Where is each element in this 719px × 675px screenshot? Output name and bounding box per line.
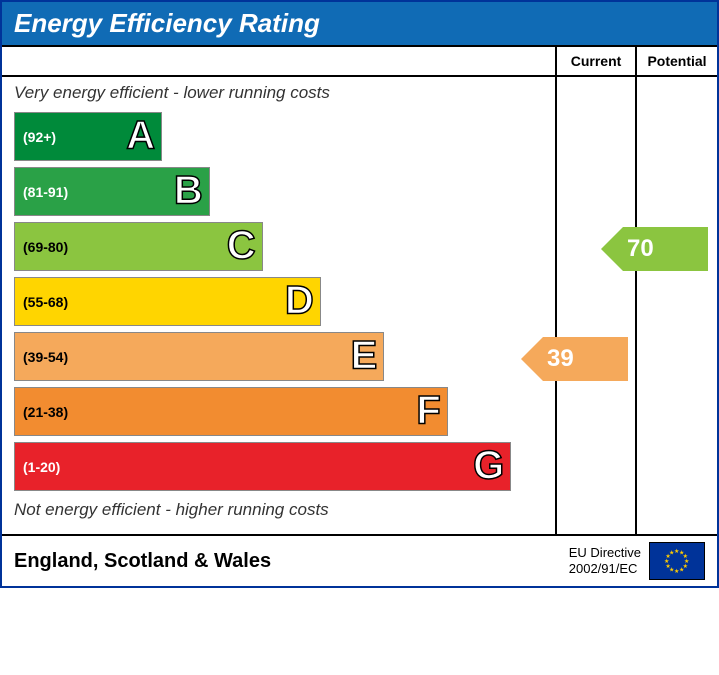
- band-row-b: (81-91) B: [14, 164, 543, 219]
- bands-area: (92+) A (81-91) B (69-80) C (55-68) D (39-54) E (2…: [2, 109, 555, 494]
- bands-column: Very energy efficient - lower running co…: [2, 47, 557, 534]
- note-inefficient: Not energy efficient - higher running co…: [2, 494, 555, 526]
- band-bar-f: (21-38) F: [14, 387, 448, 436]
- band-bar-e: (39-54) E: [14, 332, 384, 381]
- band-range: (69-80): [15, 239, 68, 255]
- current-column: Current 39: [557, 47, 637, 534]
- band-letter: A: [126, 113, 155, 158]
- band-range: (1-20): [15, 459, 60, 475]
- band-letter: E: [351, 333, 378, 378]
- epc-chart: Energy Efficiency Rating Very energy eff…: [0, 0, 719, 588]
- band-letter: C: [227, 223, 256, 268]
- band-letter: G: [473, 443, 504, 488]
- footer-region: England, Scotland & Wales: [14, 550, 569, 573]
- chart-body: Very energy efficient - lower running co…: [2, 45, 717, 534]
- band-range: (81-91): [15, 184, 68, 200]
- note-efficient: Very energy efficient - lower running co…: [2, 77, 555, 109]
- band-bar-a: (92+) A: [14, 112, 162, 161]
- potential-column: Potential 70: [637, 47, 717, 534]
- band-row-g: (1-20) G: [14, 439, 543, 494]
- potential-header: Potential: [637, 47, 717, 77]
- footer-directive: EU Directive 2002/91/EC: [569, 545, 641, 576]
- band-range: (21-38): [15, 404, 68, 420]
- band-letter: F: [416, 388, 440, 433]
- band-row-d: (55-68) D: [14, 274, 543, 329]
- band-bar-c: (69-80) C: [14, 222, 263, 271]
- band-range: (92+): [15, 129, 56, 145]
- directive-line1: EU Directive: [569, 545, 641, 560]
- band-range: (39-54): [15, 349, 68, 365]
- band-bar-b: (81-91) B: [14, 167, 210, 216]
- header-spacer: [2, 47, 555, 77]
- potential-marker: 70: [623, 227, 708, 271]
- band-letter: D: [285, 278, 314, 323]
- band-letter: B: [174, 168, 203, 213]
- band-bar-d: (55-68) D: [14, 277, 321, 326]
- chart-title: Energy Efficiency Rating: [2, 2, 717, 45]
- band-bar-g: (1-20) G: [14, 442, 511, 491]
- band-row-e: (39-54) E: [14, 329, 543, 384]
- footer: England, Scotland & Wales EU Directive 2…: [2, 534, 717, 586]
- current-header: Current: [557, 47, 635, 77]
- band-row-c: (69-80) C: [14, 219, 543, 274]
- eu-flag-icon: ★★★★★★★★★★★★: [649, 542, 705, 580]
- current-marker: 39: [543, 337, 628, 381]
- directive-line2: 2002/91/EC: [569, 561, 638, 576]
- potential-value: 70: [627, 235, 654, 263]
- band-row-f: (21-38) F: [14, 384, 543, 439]
- current-value: 39: [547, 345, 574, 373]
- band-row-a: (92+) A: [14, 109, 543, 164]
- band-range: (55-68): [15, 294, 68, 310]
